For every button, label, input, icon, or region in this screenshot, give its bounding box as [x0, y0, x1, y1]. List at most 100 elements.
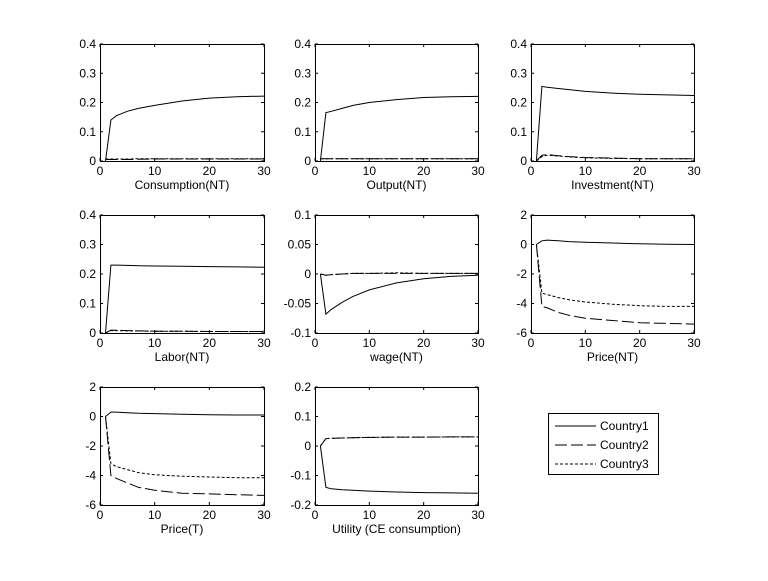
x-tick-label: 30 — [471, 336, 485, 350]
x-tick-label: 0 — [97, 336, 104, 350]
x-tick-label: 10 — [363, 508, 377, 522]
x-tick-label: 0 — [97, 508, 104, 522]
axes-box — [316, 388, 479, 506]
y-tick-label: -0.05 — [284, 297, 312, 311]
y-tick-label: -0.2 — [290, 498, 311, 512]
x-axis-label: Output(NT) — [366, 178, 426, 192]
y-tick-label: 0 — [89, 410, 96, 424]
subplot-5: 0 10 20 30 -0.1 -0.05 0 0.05 0.1 wage(NT) — [284, 208, 485, 364]
y-tick-label: 0.05 — [288, 238, 312, 252]
x-tick-label: 0 — [528, 164, 535, 178]
x-tick-label: 20 — [203, 336, 217, 350]
x-tick-label: 10 — [363, 164, 377, 178]
x-tick-label: 10 — [579, 336, 593, 350]
x-tick-label: 30 — [687, 336, 701, 350]
axes-box — [101, 45, 265, 162]
y-tick-label: 0.4 — [510, 37, 527, 51]
x-tick-label: 0 — [528, 336, 535, 350]
y-tick-label: 0.3 — [79, 66, 96, 80]
y-tick-label: -4 — [85, 469, 96, 483]
y-tick-label: 0.1 — [294, 125, 311, 139]
x-tick-label: 10 — [148, 336, 162, 350]
legend: Country1 Country2 Country3 — [549, 414, 659, 475]
y-tick-label: 0.3 — [294, 66, 311, 80]
subplot-1: 0 10 20 30 0 0.1 0.2 0.3 0.4 Consumption(NT) — [79, 37, 271, 192]
y-tick-label: 0 — [304, 439, 311, 453]
y-tick-label: 0.4 — [294, 37, 311, 51]
x-tick-label: 30 — [257, 164, 271, 178]
x-tick-label: 10 — [579, 164, 593, 178]
axes-box — [532, 216, 695, 334]
x-axis-label: Price(NT) — [587, 350, 638, 364]
y-tick-label: 0.2 — [510, 96, 527, 110]
y-tick-label: 0 — [89, 326, 96, 340]
y-tick-label: 0.2 — [79, 96, 96, 110]
y-tick-label: 0.1 — [79, 125, 96, 139]
axes-box — [101, 216, 265, 334]
y-tick-label: -4 — [516, 297, 527, 311]
x-tick-label: 30 — [471, 508, 485, 522]
y-tick-label: -0.1 — [290, 469, 311, 483]
y-tick-label: 0 — [304, 267, 311, 281]
y-tick-label: -6 — [516, 326, 527, 340]
x-tick-label: 30 — [687, 164, 701, 178]
subplot-6: 0 10 20 30 -6 -4 -2 0 2 Price(NT) — [516, 208, 701, 364]
x-tick-label: 20 — [417, 336, 431, 350]
axes-box — [101, 388, 265, 506]
y-tick-label: 2 — [520, 208, 527, 222]
subplot-8: 0 10 20 30 -0.2 -0.1 0 0.1 0.2 Utility (CE consum… — [290, 380, 485, 536]
x-axis-label: wage(NT) — [369, 350, 423, 364]
y-tick-label: 0 — [89, 154, 96, 168]
x-tick-label: 20 — [417, 164, 431, 178]
x-tick-label: 10 — [148, 164, 162, 178]
y-tick-label: 0 — [304, 154, 311, 168]
legend-label-country1: Country1 — [600, 419, 649, 433]
x-axis-label: Investment(NT) — [571, 178, 654, 192]
x-tick-label: 10 — [363, 336, 377, 350]
x-tick-label: 0 — [97, 164, 104, 178]
y-tick-label: 0.1 — [510, 125, 527, 139]
y-tick-label: -2 — [85, 439, 96, 453]
x-tick-label: 30 — [471, 164, 485, 178]
x-tick-label: 20 — [203, 508, 217, 522]
y-tick-label: 0 — [520, 154, 527, 168]
y-tick-label: 0.1 — [294, 410, 311, 424]
y-tick-label: 0.3 — [79, 238, 96, 252]
x-tick-label: 0 — [312, 336, 319, 350]
y-tick-label: 0.2 — [294, 380, 311, 394]
y-tick-label: 0.4 — [79, 37, 96, 51]
x-tick-label: 20 — [417, 508, 431, 522]
y-tick-label: -2 — [516, 267, 527, 281]
y-tick-label: 0.2 — [79, 267, 96, 281]
x-tick-label: 20 — [633, 336, 647, 350]
y-tick-label: 0.1 — [79, 297, 96, 311]
subplot-2: 0 10 20 30 0 0.1 0.2 0.3 0.4 Output(NT) — [294, 37, 485, 192]
x-tick-label: 20 — [203, 164, 217, 178]
x-tick-label: 0 — [312, 164, 319, 178]
x-tick-label: 10 — [148, 508, 162, 522]
x-axis-label: Price(T) — [161, 522, 204, 536]
subplot-3: 0 10 20 30 0 0.1 0.2 0.3 0.4 Investment(NT) — [510, 37, 701, 192]
y-tick-label: 2 — [89, 380, 96, 394]
subplot-7: 0 10 20 30 -6 -4 -2 0 2 Price(T) — [85, 380, 271, 536]
y-tick-label: 0 — [520, 238, 527, 252]
y-tick-label: -6 — [85, 498, 96, 512]
x-axis-label: Labor(NT) — [155, 350, 210, 364]
y-tick-label: 0.1 — [294, 208, 311, 222]
x-tick-label: 30 — [257, 336, 271, 350]
y-tick-label: -0.1 — [290, 326, 311, 340]
subplot-4: 0 10 20 30 0 0.1 0.2 0.3 0.4 Labor(NT) — [79, 208, 271, 364]
x-axis-label: Utility (CE consumption) — [332, 522, 461, 536]
x-tick-label: 0 — [312, 508, 319, 522]
x-tick-label: 20 — [633, 164, 647, 178]
y-tick-label: 0.2 — [294, 96, 311, 110]
y-tick-label: 0.3 — [510, 66, 527, 80]
y-tick-label: 0.4 — [79, 208, 96, 222]
legend-label-country2: Country2 — [600, 438, 649, 452]
legend-label-country3: Country3 — [600, 457, 649, 471]
x-axis-label: Consumption(NT) — [135, 178, 230, 192]
axes-box — [316, 45, 479, 162]
axes-box — [532, 45, 695, 162]
x-tick-label: 30 — [257, 508, 271, 522]
